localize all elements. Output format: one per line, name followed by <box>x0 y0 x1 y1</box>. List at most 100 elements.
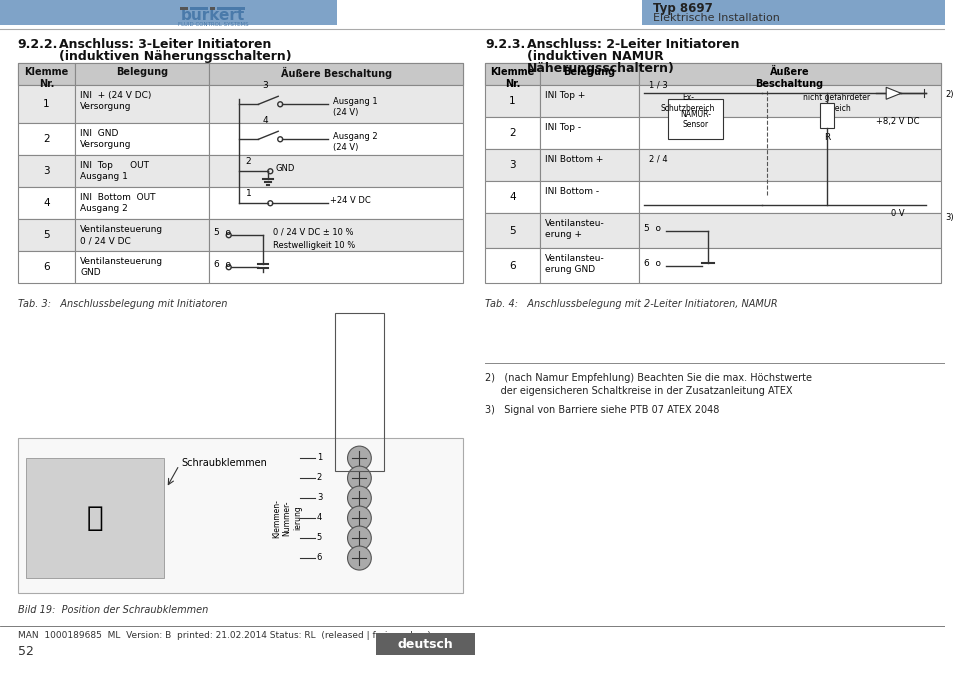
Text: Klemme
Nr.: Klemme Nr. <box>25 67 69 89</box>
Text: 🔧: 🔧 <box>87 504 103 532</box>
Polygon shape <box>885 87 900 100</box>
Text: Belegung: Belegung <box>116 67 168 77</box>
Text: 3)   Signal von Barriere siehe PTB 07 ATEX 2048: 3) Signal von Barriere siehe PTB 07 ATEX… <box>485 405 719 415</box>
Bar <box>485 63 539 85</box>
Bar <box>539 213 638 248</box>
Bar <box>26 458 164 578</box>
Bar <box>209 85 463 123</box>
Text: Tab. 3:   Anschlussbelegung mit Initiatoren: Tab. 3: Anschlussbelegung mit Initiatore… <box>18 299 227 309</box>
Bar <box>638 117 940 149</box>
Text: 3: 3 <box>43 166 50 176</box>
Text: 4: 4 <box>262 116 268 125</box>
Text: INI Bottom -: INI Bottom - <box>544 187 598 197</box>
Text: 3): 3) <box>944 213 953 222</box>
Text: 0 / 24 V DC ± 10 %: 0 / 24 V DC ± 10 % <box>273 227 354 237</box>
Bar <box>75 219 209 251</box>
Text: 9.2.2.: 9.2.2. <box>18 38 58 51</box>
Bar <box>18 85 75 123</box>
Text: 5: 5 <box>43 230 50 240</box>
Text: 1: 1 <box>316 453 322 462</box>
Bar <box>668 100 722 139</box>
Bar <box>75 155 209 187</box>
Bar <box>209 251 463 283</box>
Text: 3: 3 <box>316 493 322 501</box>
Text: Anschluss: 3-Leiter Initiatoren: Anschluss: 3-Leiter Initiatoren <box>59 38 272 51</box>
Text: Klemme
Nr.: Klemme Nr. <box>490 67 534 89</box>
Text: (induktiven Näherungsschaltern): (induktiven Näherungsschaltern) <box>59 50 292 63</box>
Text: 6  o: 6 o <box>213 260 231 269</box>
Text: FLUID CONTROL SYSTEMS: FLUID CONTROL SYSTEMS <box>177 22 248 27</box>
Text: Äußere Beschaltung: Äußere Beschaltung <box>280 67 392 79</box>
Bar <box>180 7 188 10</box>
Text: Ventilansteu-
erung GND: Ventilansteu- erung GND <box>544 254 603 275</box>
Bar <box>539 181 638 213</box>
Text: 52: 52 <box>18 645 33 658</box>
Text: MAN  1000189685  ML  Version: B  printed: 21.02.2014 Status: RL  (released | fre: MAN 1000189685 ML Version: B printed: 21… <box>18 631 430 640</box>
Text: (24 V): (24 V) <box>333 143 357 152</box>
Text: Anschluss: 2-Leiter Initiatoren: Anschluss: 2-Leiter Initiatoren <box>526 38 739 51</box>
Text: 9.2.3.: 9.2.3. <box>485 38 525 51</box>
Text: INI Top +: INI Top + <box>544 92 584 100</box>
Text: 5: 5 <box>316 532 322 542</box>
Bar <box>18 219 75 251</box>
Bar <box>485 181 539 213</box>
Bar <box>485 63 940 85</box>
Text: 2: 2 <box>509 129 516 138</box>
Circle shape <box>347 506 371 530</box>
Text: 5  o: 5 o <box>643 224 659 234</box>
Text: 3: 3 <box>262 81 268 90</box>
Bar <box>18 123 75 155</box>
Bar <box>209 187 463 219</box>
Bar <box>539 248 638 283</box>
Bar <box>18 63 75 85</box>
Circle shape <box>347 546 371 570</box>
Text: INI Bottom +: INI Bottom + <box>544 155 602 164</box>
Bar <box>638 85 940 117</box>
Text: Schraubklemmen: Schraubklemmen <box>181 458 267 468</box>
Text: Ex-
Schutzbereich: Ex- Schutzbereich <box>660 94 715 112</box>
Text: 1: 1 <box>43 100 50 109</box>
Bar <box>0 1 336 26</box>
Text: R: R <box>822 133 829 142</box>
Text: 6  o: 6 o <box>643 259 659 269</box>
Text: 2 / 4: 2 / 4 <box>648 154 666 164</box>
Circle shape <box>347 526 371 550</box>
Bar <box>375 633 475 655</box>
Bar <box>485 117 539 149</box>
Text: 4: 4 <box>509 192 516 203</box>
Bar <box>209 63 463 85</box>
Text: INI  GND
Versorgung: INI GND Versorgung <box>80 129 132 149</box>
Text: Ventilansteuerung
0 / 24 V DC: Ventilansteuerung 0 / 24 V DC <box>80 225 163 246</box>
Bar <box>539 149 638 181</box>
Text: Restwelligkeit 10 %: Restwelligkeit 10 % <box>273 241 355 250</box>
Bar <box>638 149 940 181</box>
Text: 2: 2 <box>316 472 322 482</box>
Text: INI  Bottom  OUT
Ausgang 2: INI Bottom OUT Ausgang 2 <box>80 193 155 213</box>
Bar <box>539 63 638 85</box>
Text: Ventilansteu-
erung +: Ventilansteu- erung + <box>544 219 603 240</box>
Bar <box>18 155 75 187</box>
Bar <box>638 63 940 85</box>
Text: +8,2 V DC: +8,2 V DC <box>876 117 919 126</box>
Bar <box>18 251 75 283</box>
Text: Tab. 4:   Anschlussbelegung mit 2-Leiter Initiatoren, NAMUR: Tab. 4: Anschlussbelegung mit 2-Leiter I… <box>485 299 777 309</box>
Circle shape <box>347 446 371 470</box>
Text: INI  Top      OUT
Ausgang 1: INI Top OUT Ausgang 1 <box>80 162 149 181</box>
Text: 6: 6 <box>509 260 516 271</box>
Text: 4: 4 <box>316 513 322 522</box>
Text: deutsch: deutsch <box>397 637 454 651</box>
Bar <box>539 117 638 149</box>
Bar <box>75 85 209 123</box>
Bar <box>485 149 539 181</box>
Text: 5  o: 5 o <box>213 227 231 237</box>
Text: Klemmen-
Nummer-
ierung: Klemmen- Nummer- ierung <box>272 499 302 538</box>
Text: INI Top -: INI Top - <box>544 123 580 133</box>
Circle shape <box>347 466 371 490</box>
Text: Näherungsschaltern): Näherungsschaltern) <box>526 63 674 75</box>
Text: (24 V): (24 V) <box>333 108 357 117</box>
Text: bürkert: bürkert <box>180 8 245 23</box>
Text: 1 / 3: 1 / 3 <box>648 80 666 90</box>
Bar <box>209 219 463 251</box>
Bar <box>75 251 209 283</box>
Text: NAMUR-
Sensor: NAMUR- Sensor <box>679 110 710 129</box>
